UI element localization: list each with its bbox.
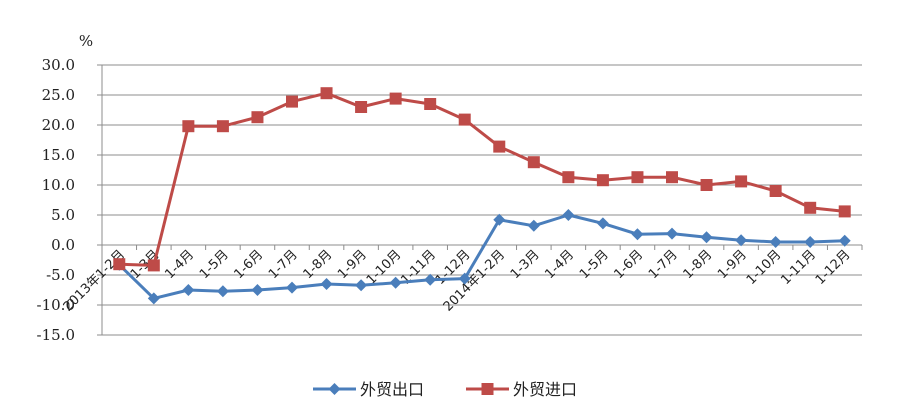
- data-point-square: [113, 258, 126, 271]
- data-point-diamond: [527, 219, 540, 232]
- data-point-diamond: [147, 292, 160, 305]
- y-tick-label: -15.0: [37, 326, 75, 344]
- y-tick-label: -10.0: [37, 296, 75, 314]
- data-point-square: [389, 92, 402, 105]
- data-point-diamond: [251, 284, 264, 296]
- data-point-diamond: [631, 228, 644, 241]
- series-line: [118, 213, 845, 300]
- data-point-diamond: [562, 209, 575, 221]
- series-line: [119, 91, 845, 267]
- data-point-diamond: [735, 234, 748, 247]
- data-point-diamond: [596, 217, 609, 230]
- y-tick-label: 5.0: [51, 206, 75, 224]
- data-point-diamond: [320, 278, 333, 290]
- x-tick-label: 1-7月: [646, 247, 681, 282]
- data-point-square: [493, 140, 506, 153]
- data-point-diamond: [493, 213, 506, 226]
- x-tick-label: 1-3月: [508, 247, 543, 282]
- data-point-square: [562, 171, 575, 184]
- y-axis-label: %: [79, 32, 93, 50]
- y-tick-label: 10.0: [42, 176, 75, 194]
- data-point-square: [355, 101, 368, 113]
- data-point-square: [286, 95, 298, 108]
- data-point-diamond: [424, 273, 437, 286]
- data-point-square: [804, 201, 817, 214]
- x-tick-label: 1-5月: [197, 247, 232, 282]
- y-tick-label: 20.0: [42, 116, 75, 134]
- data-point-diamond: [355, 279, 368, 292]
- y-tick-label: 0.0: [51, 236, 75, 254]
- x-tick-label: 1-4月: [162, 247, 197, 282]
- x-tick-label: 1-8月: [301, 247, 336, 282]
- x-tick-label: 1-12月: [813, 247, 854, 288]
- data-point-diamond: [182, 284, 195, 296]
- y-axis: 30.0 25.0 20.0 15.0 10.0 5.0 0.0 -5.0 -10.0 -15.0: [37, 56, 103, 344]
- data-point-square: [838, 205, 851, 218]
- x-tick-label: 1-10月: [744, 247, 785, 288]
- data-point-square: [424, 98, 437, 110]
- data-point-diamond: [666, 227, 678, 240]
- series-group: [113, 87, 851, 305]
- legend-marker-square: [481, 383, 494, 395]
- data-point-square: [458, 113, 471, 126]
- data-point-diamond: [804, 236, 817, 248]
- data-point-diamond: [286, 281, 298, 294]
- y-tick-label: -5.0: [46, 266, 75, 284]
- y-tick-label: 15.0: [42, 146, 75, 164]
- data-point-diamond: [389, 276, 402, 289]
- data-point-square: [182, 120, 195, 133]
- data-point-square: [596, 174, 609, 187]
- x-tick-label: 1-4月: [542, 247, 577, 282]
- data-point-square: [527, 156, 540, 169]
- data-point-square: [769, 185, 782, 197]
- x-tick-label: 1-8月: [681, 247, 716, 282]
- y-tick-label: 30.0: [42, 56, 75, 74]
- x-tick-label: 1-6月: [231, 247, 266, 282]
- data-point-square: [735, 175, 748, 188]
- legend-marker-diamond: [328, 383, 341, 395]
- y-tick-label: 25.0: [42, 86, 75, 104]
- gridlines: [102, 64, 862, 336]
- data-point-diamond: [458, 272, 471, 285]
- data-point-square: [147, 259, 160, 272]
- data-point-diamond: [700, 231, 713, 244]
- legend-label: 外贸进口: [513, 380, 577, 399]
- x-tick-label: 1-5月: [577, 247, 612, 282]
- x-tick-label: 1-6月: [611, 247, 646, 282]
- x-tick-label: 1-11月: [778, 247, 819, 288]
- data-point-square: [216, 120, 229, 133]
- data-point-diamond: [769, 236, 782, 248]
- data-point-diamond: [216, 285, 229, 298]
- legend-label: 外贸出口: [360, 380, 424, 399]
- data-point-square: [320, 87, 333, 100]
- data-point-square: [700, 179, 713, 191]
- data-point-diamond: [838, 234, 851, 247]
- x-tick-label: 1-7月: [266, 247, 301, 282]
- data-point-square: [666, 171, 678, 184]
- legend: 外贸出口 外贸进口: [313, 380, 577, 399]
- data-point-square: [251, 111, 264, 124]
- data-point-square: [631, 171, 644, 184]
